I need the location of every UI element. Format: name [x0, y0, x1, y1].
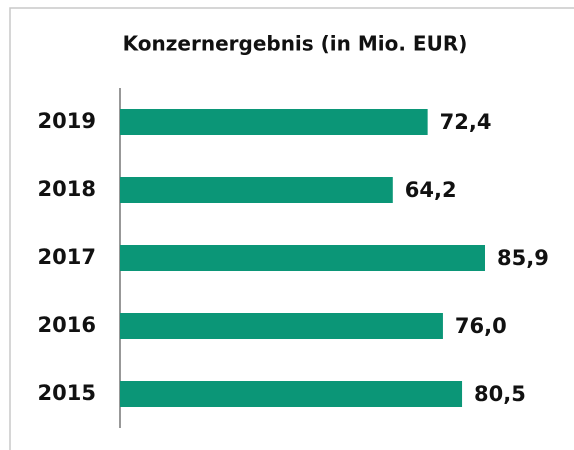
bar — [120, 381, 463, 407]
y-tick-label: 2019 — [38, 109, 96, 133]
y-tick-label: 2017 — [38, 245, 96, 269]
bar — [120, 177, 393, 203]
bar — [120, 313, 443, 339]
value-label: 85,9 — [497, 246, 549, 270]
y-tick-label: 2016 — [38, 313, 96, 337]
bar — [120, 245, 485, 271]
value-label: 64,2 — [405, 178, 457, 202]
y-tick-label: 2018 — [38, 177, 96, 201]
value-label: 80,5 — [474, 382, 526, 406]
y-tick-label: 2015 — [38, 381, 96, 405]
bar — [120, 109, 428, 135]
chart-frame — [9, 7, 574, 450]
value-label: 72,4 — [440, 110, 492, 134]
value-label: 76,0 — [455, 314, 507, 338]
chart-title: Konzernergebnis (in Mio. EUR) — [123, 32, 468, 56]
